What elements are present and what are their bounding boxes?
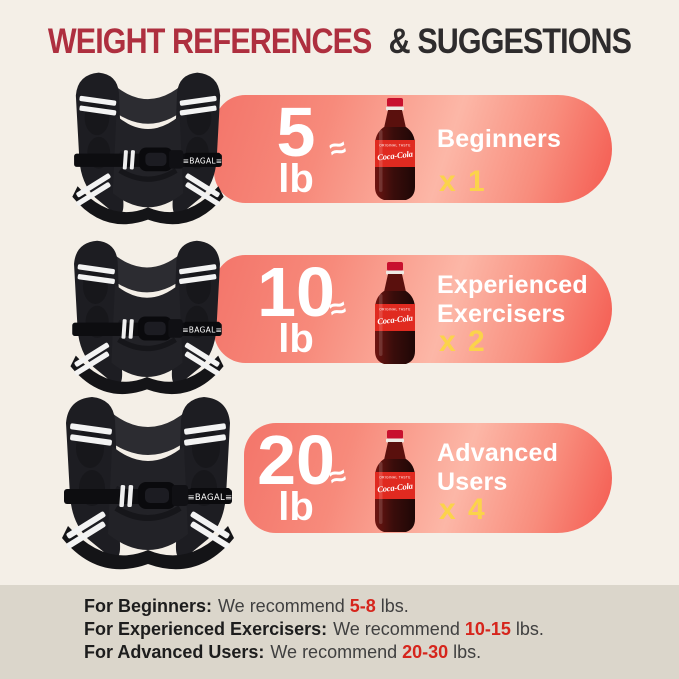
- recommendation-label: For Experienced Exercisers:: [84, 619, 328, 639]
- recommendation-line: For Beginners: We recommend 5-8 lbs.: [84, 597, 679, 616]
- bottle-multiplier: x 1: [439, 165, 487, 198]
- title-part-red: WEIGHT REFERENCES: [47, 22, 372, 61]
- weight-unit: lb: [278, 317, 314, 361]
- recommendation-suffix: lbs.: [380, 596, 409, 616]
- bottle-multiplier: x 2: [439, 325, 487, 358]
- recommendation-text: We recommend: [270, 642, 398, 662]
- page-title: WEIGHT REFERENCES & SUGGESTIONS: [44, 22, 635, 62]
- cola-bottle-image: [372, 98, 418, 202]
- recommendation-value: 5-8: [349, 596, 376, 616]
- audience-label: Beginners: [437, 125, 561, 154]
- weight-unit: lb: [278, 485, 314, 529]
- recommendation-text: We recommend: [333, 619, 460, 639]
- audience-label: Advanced Users: [437, 439, 558, 497]
- recommendation-value: 10-15: [464, 619, 511, 639]
- recommendation-line: For Experienced Exercisers: We recommend 1…: [84, 620, 679, 639]
- cola-bottle-image: [372, 262, 418, 366]
- audience-line: Beginners: [437, 125, 562, 153]
- audience-line: Advanced: [437, 439, 559, 467]
- recommendation-line: For Advanced Users: We recommend 20-30 lbs.: [84, 643, 679, 662]
- weighted-vest-image: [58, 236, 236, 404]
- recommendation-suffix: lbs.: [515, 619, 544, 639]
- weighted-vest-image: [40, 396, 256, 576]
- bottle-multiplier: x 4: [439, 493, 487, 526]
- footer-band: For Beginners: We recommend 5-8 lbs. For Ex…: [0, 585, 679, 679]
- weight-unit: lb: [278, 157, 314, 201]
- cola-bottle-image: [372, 430, 418, 534]
- suggestion-pill: [244, 423, 612, 533]
- audience-line: Exercisers: [437, 300, 566, 328]
- audience-label: Experienced Exercisers: [437, 271, 588, 329]
- recommendation-label: For Beginners:: [84, 596, 213, 616]
- recommendation-value: 20-30: [402, 642, 449, 662]
- audience-line: Experienced: [437, 271, 588, 299]
- weight-value: 20: [257, 421, 335, 499]
- recommendation-suffix: lbs.: [453, 642, 482, 662]
- weight-value: 10: [257, 253, 335, 331]
- recommendation-label: For Advanced Users:: [84, 642, 265, 662]
- audience-line: Users: [437, 468, 508, 496]
- weighted-vest-image: [60, 70, 236, 232]
- recommendation-text: We recommend: [218, 596, 345, 616]
- weight-value: 5: [276, 93, 316, 171]
- title-part-dark: & SUGGESTIONS: [388, 22, 632, 61]
